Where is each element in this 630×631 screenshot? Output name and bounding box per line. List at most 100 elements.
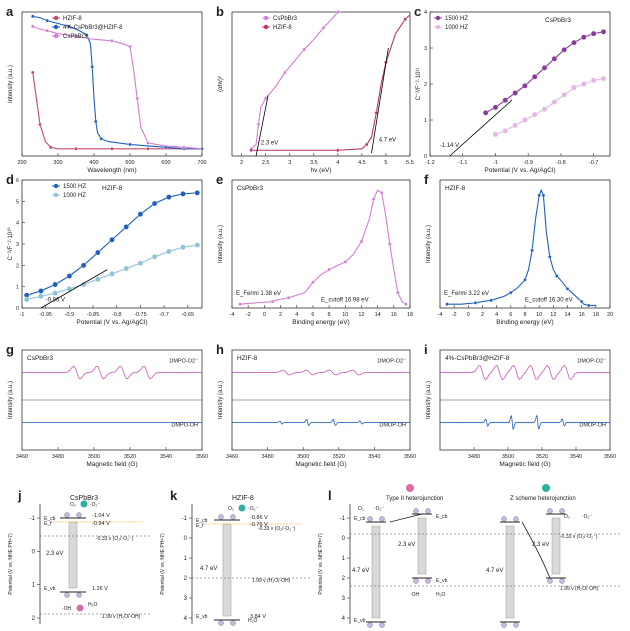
data-point: [45, 28, 49, 33]
electron-icon: [425, 508, 431, 514]
scheme-j: j -1 0 1 2 CsPbBr3 Potential (V vs. NHE PH=7) 2…: [8, 488, 152, 624]
x-tick-label: 3500: [88, 454, 100, 460]
gap-left: 4.7 eV: [486, 568, 503, 574]
redox-label: -0.33 v (O₂/·O₂⁻): [96, 536, 134, 542]
data-point: [551, 99, 558, 105]
electron-icon: [76, 512, 82, 518]
data-point: [364, 142, 369, 147]
data-point: [343, 260, 348, 264]
data-point: [587, 303, 591, 308]
annotation: E_cutoff 16.30 eV: [525, 298, 573, 304]
panel-letter: l: [328, 488, 332, 503]
redox-label: -0.33 v (O₂/·O₂⁻): [258, 526, 296, 532]
data-point: [45, 18, 49, 23]
gap-left: 4.7 eV: [352, 568, 369, 574]
zscheme-title: Z scheme heterojunction: [510, 496, 576, 502]
o2-molecule-icon: [238, 504, 246, 512]
species-label: H₂O: [248, 618, 258, 624]
data-point: [263, 96, 268, 101]
data-point: [581, 34, 587, 40]
x-tick-label: 16: [391, 312, 397, 318]
y-tick-label: 4: [184, 616, 188, 622]
y-axis-label: C⁻²/F⁻²·10¹⁰: [7, 227, 14, 261]
panel-letter: b: [216, 4, 224, 19]
data-point: [38, 293, 44, 300]
x-tick-label: 6: [311, 312, 314, 318]
x-tick-label: 3480: [52, 454, 64, 460]
data-point: [359, 239, 364, 244]
y-tick-label: 6: [16, 178, 19, 184]
data-point: [482, 110, 489, 116]
transfer-arrow: [521, 521, 551, 579]
species-label: O₂: [228, 506, 234, 512]
x-tick-label: 3520: [536, 454, 548, 460]
y-axis-label: Intensity (a.u.): [218, 381, 224, 419]
y-tick-label: 1: [342, 556, 346, 562]
y-tick-label: 2: [16, 263, 19, 269]
x-axis-label: Wavelength (nm): [87, 167, 136, 174]
species-label: H₂O: [436, 592, 446, 598]
y-tick-label: 0: [342, 536, 346, 542]
data-point: [600, 29, 607, 35]
data-point: [90, 64, 94, 69]
y-tick-label: 3: [184, 596, 188, 602]
y-tick-label: 0: [16, 306, 19, 312]
x-tick-label: 700: [197, 160, 206, 166]
x-tick-label: -0.8: [556, 160, 565, 166]
data-point: [110, 147, 114, 151]
y-axis-label: Potential (V vs. NHE PH=7): [318, 533, 324, 595]
ef-value: -0.94 V: [92, 521, 110, 527]
x-tick-label: 3460: [16, 454, 28, 460]
x-tick-label: 4: [295, 312, 298, 318]
data-point: [180, 244, 186, 250]
data-point: [311, 280, 315, 285]
check-icon: [542, 484, 550, 492]
data-point: [590, 77, 597, 84]
legend-marker: [53, 183, 59, 189]
band-gap-label: 4.7 eV: [200, 566, 217, 572]
data-point: [135, 96, 139, 101]
legend-marker: [53, 192, 59, 198]
x-tick-label: 400: [89, 160, 98, 166]
x-tick-label: -0.8: [112, 312, 121, 318]
vb-value: 3.84 V: [250, 614, 266, 620]
series-line: [439, 414, 611, 431]
x-tick-label: -2: [452, 312, 457, 318]
x-tick-label: -0.85: [87, 312, 100, 318]
x-tick-label: 6: [509, 312, 512, 318]
x-axis-label: Binding energy (eV): [292, 319, 349, 326]
panel-g: g 3460 3480 3500 3520 3540 3560 Magnetic field …: [6, 342, 208, 468]
data-point: [110, 39, 114, 43]
data-point: [489, 298, 493, 303]
data-point: [137, 260, 144, 266]
x-tick-label: -0.75: [134, 312, 147, 318]
y-tick-label: 0: [184, 536, 188, 542]
series-line: [32, 72, 202, 150]
y-tick-label: 1: [16, 285, 19, 291]
plot-frame: [231, 179, 411, 309]
y-tick-label: 1: [424, 118, 427, 124]
data-point: [565, 287, 570, 291]
x-axis-label: Magnetic field (G): [499, 461, 550, 468]
data-point: [531, 74, 538, 80]
data-point: [579, 299, 584, 304]
series-line: [231, 369, 411, 376]
legend-marker: [53, 15, 59, 21]
series-line: [495, 78, 604, 135]
x-tick-label: 20: [607, 312, 613, 318]
chart-title: HZIF-8: [445, 185, 466, 192]
x-tick-label: 200: [17, 160, 26, 166]
x-tick-label: 3540: [368, 454, 380, 460]
cb-value: -1.04 V: [92, 513, 110, 519]
ecb-label: E_cb: [44, 516, 56, 522]
x-tick-label: 14: [375, 312, 381, 318]
data-point: [473, 301, 478, 305]
data-point: [151, 200, 158, 207]
data-point: [541, 193, 546, 198]
ef-label: E_f: [44, 521, 52, 527]
legend-label: 1500 HZ: [63, 184, 86, 190]
annotation: E_Fermi 1.38 eV: [236, 291, 281, 297]
plot-frame: [439, 179, 611, 309]
y-tick-label: 1: [184, 556, 188, 562]
plot-frame: [21, 11, 203, 157]
